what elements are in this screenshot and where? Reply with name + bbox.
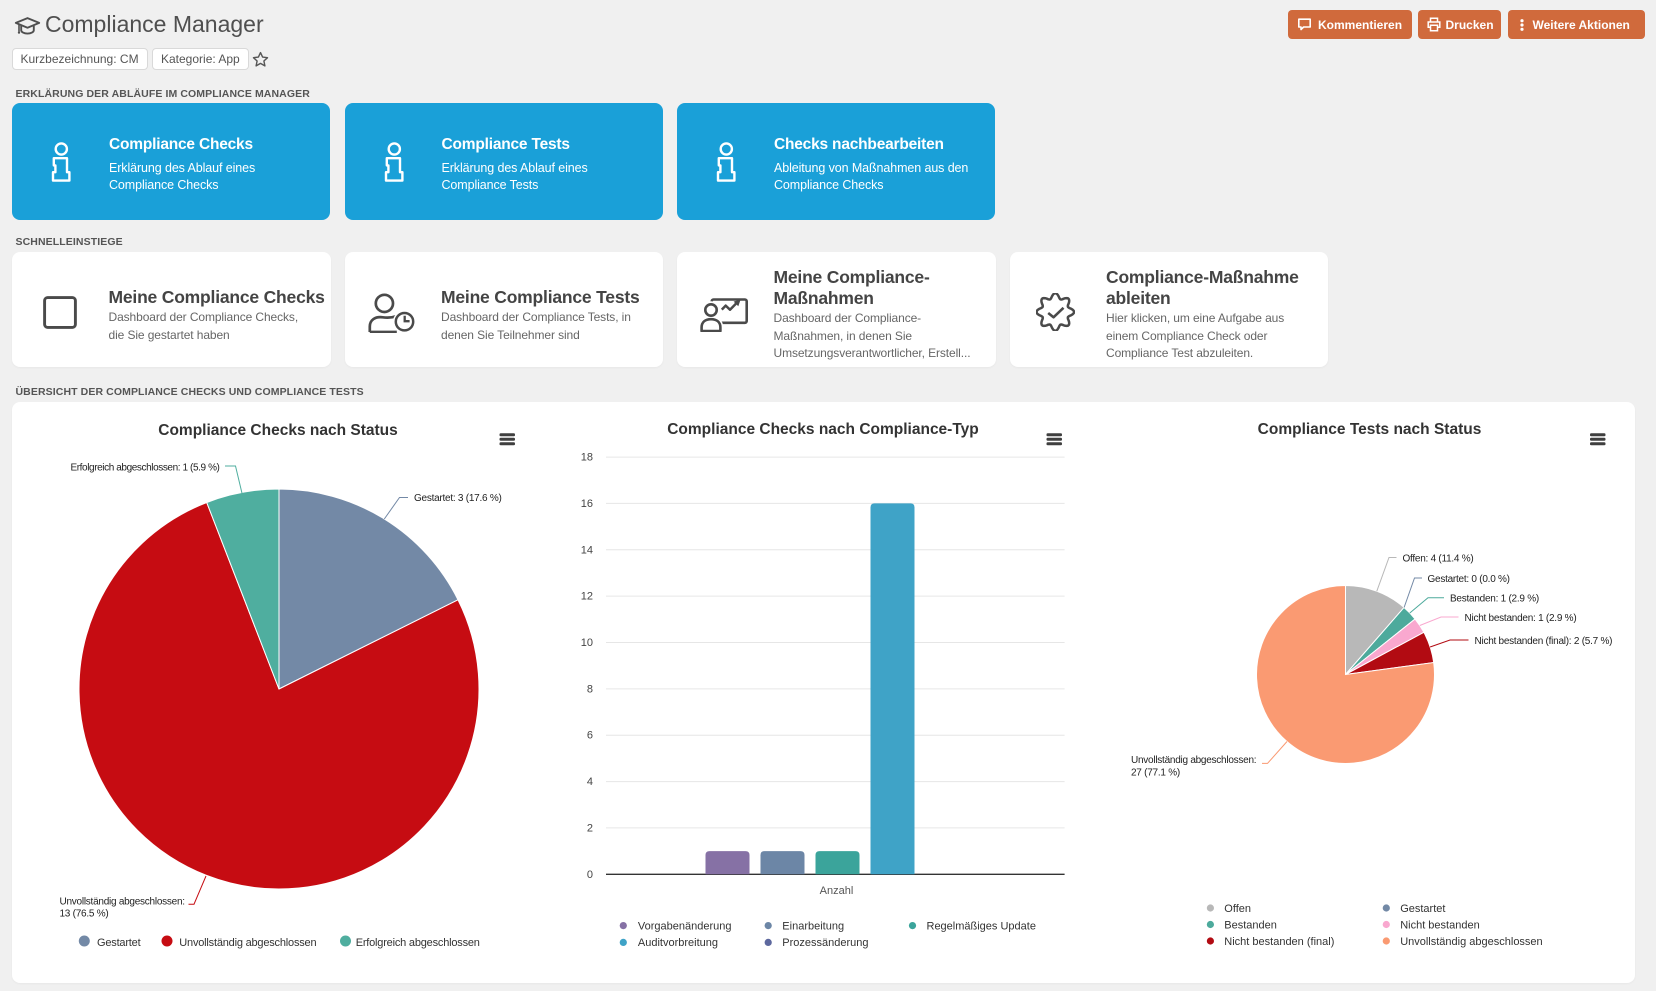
svg-text:0: 0 [587, 869, 593, 881]
svg-text:Gestartet: Gestartet [97, 937, 141, 949]
svg-text:Bestanden: Bestanden [1224, 919, 1277, 931]
svg-text:Gestartet: 0 (0.0 %): Gestartet: 0 (0.0 %) [1428, 574, 1510, 585]
svg-text:8: 8 [587, 683, 593, 695]
svg-text:Offen: 4 (11.4 %): Offen: 4 (11.4 %) [1403, 553, 1474, 564]
svg-text:13 (76.5 %): 13 (76.5 %) [60, 909, 109, 920]
svg-text:Unvollständig abgeschlossen: Unvollständig abgeschlossen [1400, 936, 1542, 948]
svg-text:Nicht bestanden: Nicht bestanden [1400, 919, 1480, 931]
svg-text:4: 4 [587, 776, 593, 788]
svg-text:10: 10 [581, 637, 593, 649]
svg-text:Prozessänderung: Prozessänderung [782, 937, 868, 949]
svg-text:Gestartet: Gestartet [1400, 903, 1445, 915]
svg-text:Nicht bestanden: 1 (2.9 %): Nicht bestanden: 1 (2.9 %) [1465, 613, 1577, 624]
svg-text:Anzahl: Anzahl [820, 885, 854, 897]
svg-text:14: 14 [581, 544, 593, 556]
svg-text:Einarbeitung: Einarbeitung [782, 920, 844, 932]
svg-text:27 (77.1 %): 27 (77.1 %) [1131, 767, 1180, 778]
svg-text:Compliance Tests nach Status: Compliance Tests nach Status [1258, 421, 1482, 438]
svg-text:18: 18 [581, 452, 593, 464]
svg-text:Offen: Offen [1224, 903, 1251, 915]
svg-text:Vorgabenänderung: Vorgabenänderung [638, 920, 732, 932]
svg-text:Bestanden: 1 (2.9 %): Bestanden: 1 (2.9 %) [1450, 594, 1539, 605]
svg-text:Unvollständig abgeschlossen:: Unvollständig abgeschlossen: [1131, 755, 1256, 766]
svg-text:Nicht bestanden (final): Nicht bestanden (final) [1224, 936, 1334, 948]
svg-text:Erfolgreich abgeschlossen: 1 (: Erfolgreich abgeschlossen: 1 (5.9 %) [70, 463, 219, 474]
svg-text:2: 2 [587, 822, 593, 834]
svg-text:Compliance Checks nach Complia: Compliance Checks nach Compliance-Typ [667, 421, 979, 438]
svg-text:Gestartet: 3 (17.6 %): Gestartet: 3 (17.6 %) [414, 493, 502, 504]
svg-text:Regelmäßiges Update: Regelmäßiges Update [927, 920, 1036, 932]
svg-text:6: 6 [587, 730, 593, 742]
svg-text:Erfolgreich abgeschlossen: Erfolgreich abgeschlossen [356, 937, 480, 949]
svg-text:Compliance Checks nach Status: Compliance Checks nach Status [158, 422, 397, 439]
svg-text:Unvollständig abgeschlossen:: Unvollständig abgeschlossen: [60, 897, 185, 908]
svg-text:Auditvorbreitung: Auditvorbreitung [638, 937, 718, 949]
svg-text:Nicht bestanden (final): 2 (5.: Nicht bestanden (final): 2 (5.7 %) [1475, 636, 1613, 647]
svg-text:Unvollständig abgeschlossen: Unvollständig abgeschlossen [179, 937, 316, 949]
svg-text:16: 16 [581, 498, 593, 510]
svg-text:12: 12 [581, 591, 593, 603]
